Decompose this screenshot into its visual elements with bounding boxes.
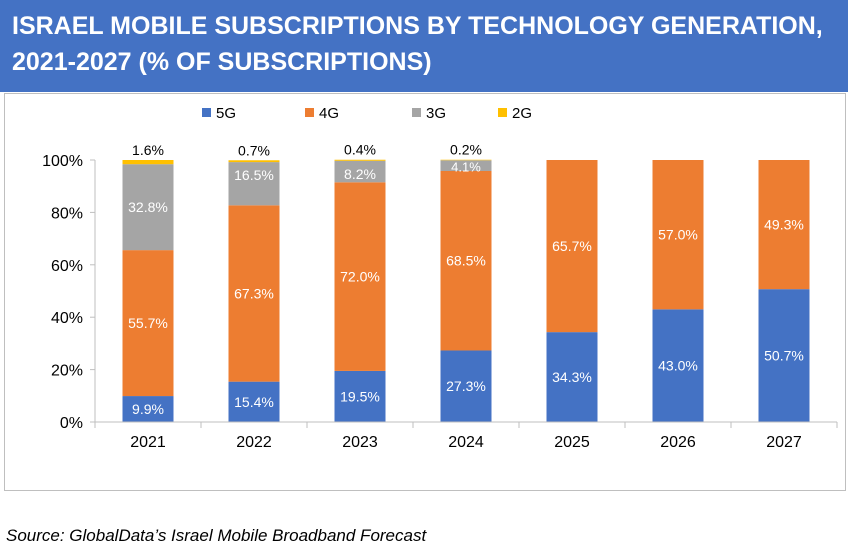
legend-label-5g: 5G — [216, 105, 236, 122]
y-tick-label: 60% — [51, 258, 83, 275]
bar-2g-2023 — [334, 159, 386, 161]
bar-5g-2023 — [334, 370, 386, 422]
x-tick-label-2021: 2021 — [130, 434, 166, 451]
chart-area: 5G 4G 3G 2G 0% 20% 40% 60% 80% 100% 9.9% 55.7% 32.8%… — [4, 93, 846, 491]
y-tick-label: 40% — [51, 310, 83, 327]
data-label-2g-2023: 0.4% — [344, 142, 376, 158]
bar-5g-2025 — [546, 332, 598, 422]
bar-4g-2021 — [122, 250, 174, 397]
bar-5g-2024 — [440, 350, 492, 422]
data-label-5g-2025: 34.3% — [552, 369, 592, 385]
data-label-4g-2027: 49.3% — [764, 217, 804, 233]
chart-title-bar: ISRAEL MOBILE SUBSCRIPTIONS BY TECHNOLOG… — [0, 0, 848, 92]
x-tick-label-2025: 2025 — [554, 434, 590, 451]
bar-5g-2027 — [758, 289, 810, 422]
data-label-2g-2022: 0.7% — [238, 142, 270, 158]
chart-title: ISRAEL MOBILE SUBSCRIPTIONS BY TECHNOLOG… — [12, 12, 823, 76]
data-label-3g-2022: 16.5% — [234, 167, 274, 183]
legend-label-4g: 4G — [319, 105, 339, 122]
data-label-5g-2024: 27.3% — [446, 378, 486, 394]
y-tick-label: 80% — [51, 205, 83, 222]
data-label-5g-2021: 9.9% — [132, 401, 164, 417]
bar-3g-2023 — [334, 160, 386, 183]
data-label-4g-2026: 57.0% — [658, 227, 698, 243]
bar-4g-2025 — [546, 160, 598, 333]
y-tick-label: 20% — [51, 363, 83, 380]
data-label-5g-2027: 50.7% — [764, 348, 804, 364]
bar-2g-2024 — [440, 159, 492, 161]
bar-3g-2024 — [440, 160, 492, 172]
data-label-4g-2025: 65.7% — [552, 238, 592, 254]
data-label-4g-2023: 72.0% — [340, 269, 380, 285]
data-label-2g-2021: 1.6% — [132, 142, 164, 158]
y-tick-label: 100% — [42, 153, 83, 170]
bar-2g-2021 — [122, 160, 174, 165]
bar-4g-2027 — [758, 160, 810, 290]
x-tick-label-2023: 2023 — [342, 434, 378, 451]
x-tick-label-2024: 2024 — [448, 434, 484, 451]
data-label-5g-2022: 15.4% — [234, 394, 274, 410]
bar-5g-2026 — [652, 309, 704, 422]
source-note: Source: GlobalData’s Israel Mobile Broad… — [6, 526, 427, 545]
data-label-3g-2023: 8.2% — [344, 166, 376, 182]
bar-4g-2026 — [652, 160, 704, 310]
data-label-3g-2021: 32.8% — [128, 199, 168, 215]
data-label-3g-2024: 4.1% — [451, 159, 481, 174]
bar-5g-2021 — [122, 396, 174, 422]
stacked-bar-chart: 5G 4G 3G 2G 0% 20% 40% 60% 80% 100% 9.9% 55.7% 32.8%… — [42, 105, 838, 451]
legend-label-3g: 3G — [426, 105, 446, 122]
data-label-2g-2024: 0.2% — [450, 142, 482, 158]
bar-5g-2022 — [228, 381, 280, 422]
x-tick-label-2027: 2027 — [766, 434, 802, 451]
x-tick-label-2026: 2026 — [660, 434, 696, 451]
legend-swatch-2g — [498, 108, 507, 117]
y-tick-label: 0% — [60, 415, 83, 432]
data-label-4g-2022: 67.3% — [234, 285, 274, 301]
bar-3g-2021 — [122, 164, 174, 251]
x-tick-label-2022: 2022 — [236, 434, 272, 451]
legend-swatch-5g — [202, 108, 211, 117]
bar-4g-2024 — [440, 171, 492, 351]
bar-2g-2022 — [228, 160, 280, 163]
bar-4g-2023 — [334, 182, 386, 371]
legend-swatch-4g — [305, 108, 314, 117]
bar-4g-2022 — [228, 205, 280, 382]
data-label-4g-2024: 68.5% — [446, 253, 486, 269]
data-label-5g-2026: 43.0% — [658, 358, 698, 374]
legend-label-2g: 2G — [512, 105, 532, 122]
legend-swatch-3g — [412, 108, 421, 117]
data-label-5g-2023: 19.5% — [340, 388, 380, 404]
bar-3g-2022 — [228, 162, 280, 206]
data-label-4g-2021: 55.7% — [128, 315, 168, 331]
